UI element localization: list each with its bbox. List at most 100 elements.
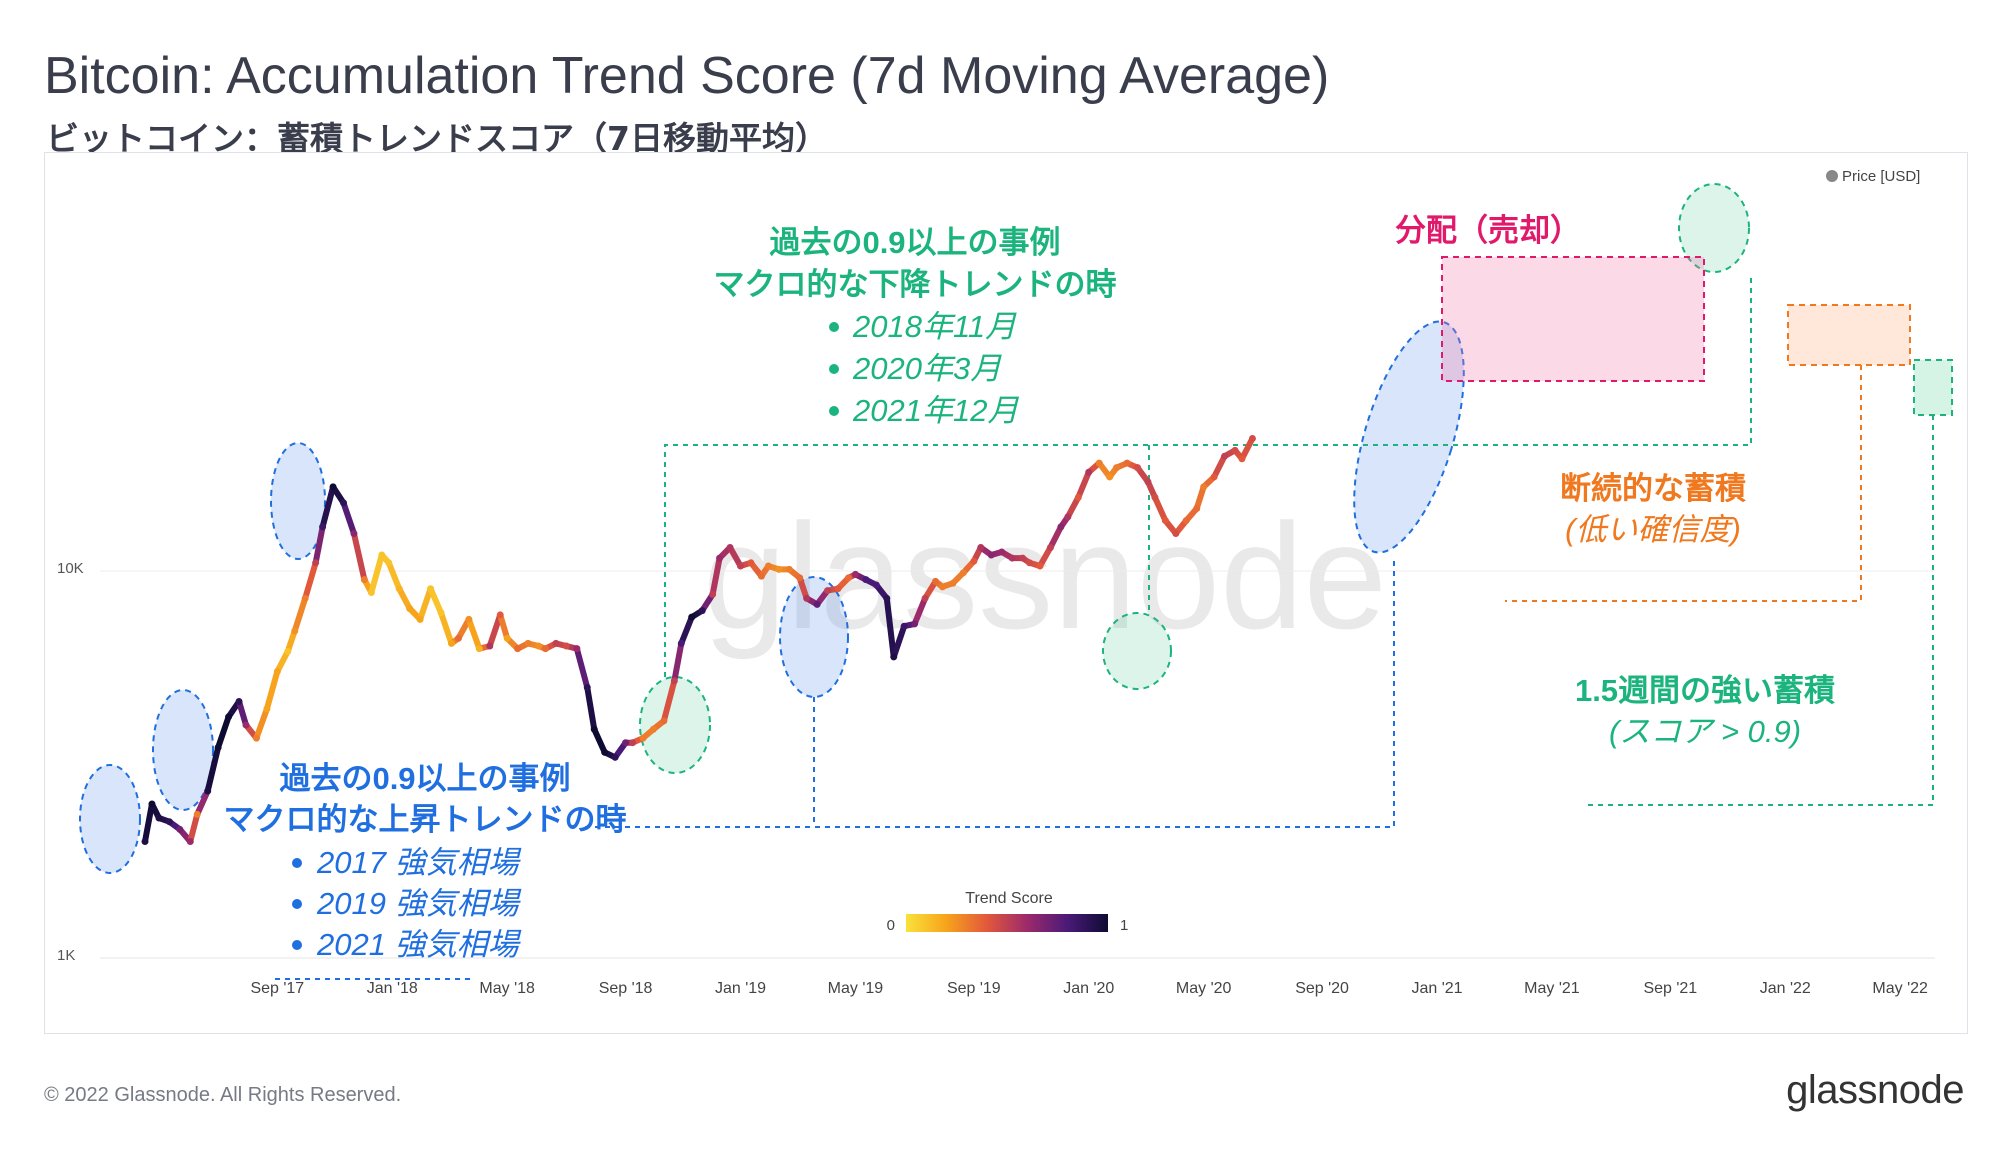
uptrend-ellipse-2019 <box>779 576 849 698</box>
price-point <box>883 594 891 602</box>
x-tick-label: Jan '21 <box>1411 980 1462 997</box>
price-point <box>406 605 414 613</box>
price-line-segment <box>1075 469 1092 501</box>
downtrend-ellipse-2018 <box>639 676 711 774</box>
chart-canvas: glassnode 1K 10K Sep '17 Jan '18 May '18 Sep '… <box>57 168 1953 997</box>
intermittent-connector <box>1505 365 1862 602</box>
glassnode-logo: glassnode <box>1786 1068 1964 1112</box>
page-title: Bitcoin: Accumulation Trend Score (7d Mo… <box>44 47 1330 105</box>
y-tick-label: 1K <box>57 947 75 964</box>
strong-accumulation-box <box>1913 359 1953 416</box>
price-point <box>541 645 549 653</box>
price-point <box>970 557 978 565</box>
price-point <box>1106 473 1114 481</box>
price-point <box>1113 464 1121 472</box>
price-point <box>737 562 745 570</box>
price-point <box>503 634 511 642</box>
price-point <box>844 574 852 582</box>
price-point <box>360 576 368 584</box>
price-point <box>242 721 250 729</box>
y-tick-label: 10K <box>57 560 84 577</box>
price-line-segment <box>187 811 201 845</box>
price-line-segment <box>142 800 155 845</box>
price-point <box>1026 559 1034 567</box>
price-point <box>367 588 375 596</box>
price-point <box>757 572 765 580</box>
price-point <box>465 615 473 623</box>
price-point <box>1161 517 1169 525</box>
strong-label: 1.5週間の強い蓄積 <box>1575 673 1835 708</box>
price-point <box>629 739 637 747</box>
price-point <box>851 570 859 578</box>
price-point <box>165 818 173 826</box>
price-line-segment <box>417 585 434 623</box>
price-point <box>524 639 532 647</box>
uptrend-item: 2017 強気相場 <box>316 845 522 880</box>
price-point <box>378 551 386 559</box>
price-line-segment <box>291 595 309 634</box>
price-point <box>1046 544 1054 552</box>
x-tick-label: Sep '17 <box>250 980 304 997</box>
price-line-segment <box>284 627 298 655</box>
price-point <box>649 725 657 733</box>
price-line-segment <box>1151 494 1169 524</box>
colorbar-max-label: 1 <box>1120 917 1128 934</box>
price-line-segment <box>727 544 744 570</box>
downtrend-subheading: マクロ的な下降トレンドの時 <box>714 267 1117 302</box>
price-point <box>562 642 570 650</box>
legend-label: Price [USD] <box>1842 168 1920 185</box>
price-line-segment <box>465 616 483 652</box>
price-point <box>583 683 591 691</box>
price-line-segment <box>709 555 723 598</box>
price-point <box>977 544 985 552</box>
price-point <box>764 562 772 570</box>
legend-dot <box>1826 170 1838 182</box>
footer-copyright: © 2022 Glassnode. All Rights Reserved. <box>44 1084 402 1106</box>
price-point <box>1008 554 1016 562</box>
uptrend-ellipse-2017c <box>270 442 326 560</box>
price-line-segment <box>204 744 222 795</box>
price-line-segment <box>236 698 249 729</box>
price-line-segment <box>584 684 598 733</box>
price-line-segment <box>319 483 337 530</box>
price-point <box>824 587 832 595</box>
price-point <box>1151 493 1159 501</box>
price-point <box>1123 459 1131 467</box>
price-point <box>1238 455 1246 463</box>
price-point <box>176 825 184 833</box>
price-point <box>573 645 581 653</box>
price-point <box>1210 473 1218 481</box>
uptrend-heading: 過去の0.9以上の事例 <box>279 761 570 796</box>
price-line-segment <box>497 611 511 642</box>
price-point <box>813 600 821 608</box>
price-line-segment <box>368 551 385 596</box>
price-line-segment <box>263 668 281 712</box>
price-point <box>959 569 967 577</box>
price-line-segment <box>796 574 810 602</box>
price-point <box>340 499 348 507</box>
intermittent-label: 断続的な蓄積 <box>1560 471 1746 506</box>
price-point <box>987 551 995 559</box>
price-point <box>447 639 455 647</box>
price-point <box>921 594 929 602</box>
price-line-segment <box>573 645 591 691</box>
uptrend-item: 2021 強気相場 <box>316 927 522 962</box>
downtrend-ellipse-2021 <box>1678 183 1750 273</box>
x-tick-label: May '20 <box>1176 980 1232 997</box>
x-tick-label: Jan '20 <box>1063 980 1114 997</box>
price-point <box>252 734 260 742</box>
price-line-segment <box>427 585 445 616</box>
x-tick-label: Sep '19 <box>947 980 1001 997</box>
price-point <box>677 639 685 647</box>
price-point <box>775 565 783 573</box>
price-point <box>235 698 243 706</box>
price-line-segment <box>274 648 291 675</box>
downtrend-bullet <box>829 322 839 332</box>
price-line-segment <box>1193 483 1207 512</box>
price-line-segment <box>350 530 368 583</box>
price-line-segment <box>302 559 319 602</box>
price-point <box>1095 459 1103 467</box>
price-point <box>688 613 696 621</box>
price-line-segment <box>1047 523 1064 551</box>
price-point <box>225 713 233 721</box>
